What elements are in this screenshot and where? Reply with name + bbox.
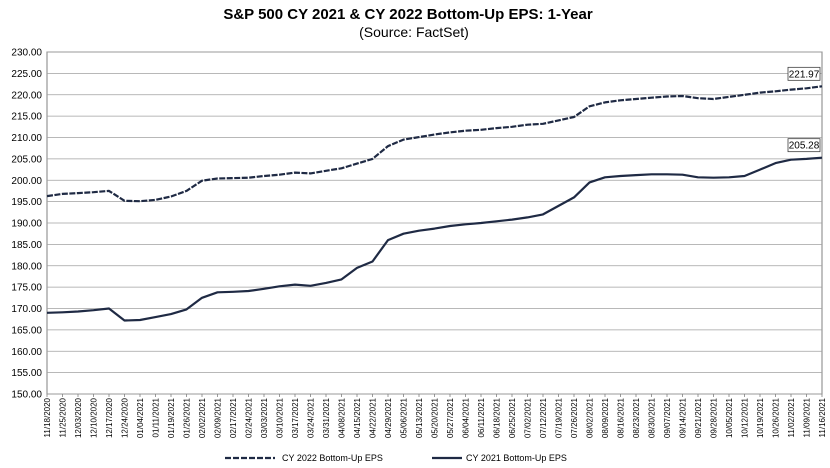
y-tick-label: 150.00 <box>11 390 42 401</box>
x-tick-label: 12/24/2020 <box>121 397 130 438</box>
y-tick-label: 230.00 <box>11 48 42 59</box>
x-tick-label: 04/08/2021 <box>338 397 347 438</box>
y-tick-label: 170.00 <box>11 304 42 315</box>
x-tick-label: 03/31/2021 <box>322 397 331 438</box>
legend: CY 2022 Bottom-Up EPS CY 2021 Bottom-Up E… <box>225 453 567 463</box>
end-labels: 221.97 205.28 <box>787 66 821 153</box>
x-tick-label: 07/12/2021 <box>539 397 548 438</box>
x-tick-label: 01/11/2021 <box>152 397 161 437</box>
y-tick-label: 165.00 <box>11 325 42 336</box>
x-tick-label: 07/19/2021 <box>555 397 564 438</box>
x-tick-label: 02/17/2021 <box>229 397 238 438</box>
y-tick-label: 200.00 <box>11 176 42 187</box>
x-tick-label: 03/10/2021 <box>276 397 285 438</box>
x-tick-label: 05/06/2021 <box>400 397 409 438</box>
x-tick-label: 12/17/2020 <box>105 397 114 438</box>
x-tick-label: 03/17/2021 <box>291 397 300 438</box>
gridlines <box>46 51 823 395</box>
x-tick-label: 12/03/2020 <box>74 397 83 438</box>
x-tick-label: 09/28/2021 <box>710 397 719 438</box>
x-tick-label: 01/04/2021 <box>136 397 145 438</box>
x-tick-label: 04/15/2021 <box>353 397 362 438</box>
x-tick-label: 08/16/2021 <box>617 397 626 438</box>
x-tick-label: 10/26/2021 <box>772 397 781 438</box>
x-tick-label: 04/22/2021 <box>369 397 378 438</box>
legend-label-cy2022: CY 2022 Bottom-Up EPS <box>282 453 383 463</box>
x-tick-label: 10/12/2021 <box>741 397 750 438</box>
x-tick-label: 11/02/2021 <box>787 397 796 437</box>
y-tick-label: 220.00 <box>11 90 42 101</box>
series-lines <box>46 85 823 322</box>
x-tick-label: 06/11/2021 <box>477 397 486 437</box>
x-tick-label: 07/26/2021 <box>570 397 579 438</box>
x-tick-label: 05/20/2021 <box>431 397 440 438</box>
x-tick-label: 08/30/2021 <box>648 397 657 438</box>
x-tick-label: 11/18/2020 <box>43 397 52 437</box>
y-tick-label: 215.00 <box>11 112 42 123</box>
x-tick-label: 07/02/2021 <box>524 397 533 438</box>
series-line-cy2022 <box>46 85 823 203</box>
x-axis: 11/18/2020 11/25/2020 12/03/2020 12/10/2020… <box>43 394 827 438</box>
x-tick-label: 05/13/2021 <box>415 397 424 438</box>
end-label-box <box>787 66 821 81</box>
chart-subtitle: (Source: FactSet) <box>359 24 469 40</box>
x-tick-label: 04/29/2021 <box>384 397 393 438</box>
x-tick-label: 10/19/2021 <box>756 397 765 438</box>
x-tick-label: 06/04/2021 <box>462 397 471 438</box>
y-tick-label: 180.00 <box>11 261 42 272</box>
x-tick-label: 08/23/2021 <box>632 397 641 438</box>
x-tick-label: 11/09/2021 <box>803 397 812 437</box>
x-tick-label: 06/18/2021 <box>493 397 502 438</box>
x-tick-label: 02/02/2021 <box>198 397 207 438</box>
x-tick-label: 10/05/2021 <box>725 397 734 438</box>
x-tick-label: 11/25/2020 <box>59 397 68 437</box>
legend-label-cy2021: CY 2021 Bottom-Up EPS <box>466 453 567 463</box>
end-label-box <box>787 138 821 153</box>
end-label-value: 221.97 <box>789 69 820 80</box>
y-tick-label: 190.00 <box>11 219 42 230</box>
chart-title: S&P 500 CY 2021 & CY 2022 Bottom-Up EPS:… <box>223 6 592 23</box>
y-tick-label: 195.00 <box>11 197 42 208</box>
x-tick-label: 08/02/2021 <box>586 397 595 438</box>
end-label-value: 205.28 <box>789 141 820 152</box>
x-tick-label: 09/14/2021 <box>679 397 688 438</box>
x-tick-label: 03/24/2021 <box>307 397 316 438</box>
x-tick-label: 12/10/2020 <box>90 397 99 438</box>
x-tick-label: 03/03/2021 <box>260 397 269 438</box>
x-tick-label: 06/25/2021 <box>508 397 517 438</box>
y-tick-label: 160.00 <box>11 347 42 358</box>
x-tick-label: 02/09/2021 <box>214 397 223 438</box>
y-tick-label: 175.00 <box>11 283 42 294</box>
x-tick-label: 09/07/2021 <box>663 397 672 438</box>
x-tick-label: 08/09/2021 <box>601 397 610 438</box>
y-axis: 150.00 155.00 160.00 165.00 170.00 175.00 180.… <box>11 48 42 401</box>
y-tick-label: 225.00 <box>11 69 42 80</box>
x-tick-label: 05/27/2021 <box>446 397 455 438</box>
x-tick-label: 02/24/2021 <box>245 397 254 438</box>
y-tick-label: 185.00 <box>11 240 42 251</box>
y-tick-label: 205.00 <box>11 154 42 165</box>
y-tick-label: 155.00 <box>11 368 42 379</box>
series-line-cy2021 <box>46 156 823 322</box>
x-tick-label: 01/19/2021 <box>167 397 176 438</box>
x-tick-label: 11/16/2021 <box>818 397 827 437</box>
x-tick-label: 09/21/2021 <box>694 397 703 438</box>
y-tick-label: 210.00 <box>11 133 42 144</box>
x-tick-label: 01/26/2021 <box>183 397 192 438</box>
